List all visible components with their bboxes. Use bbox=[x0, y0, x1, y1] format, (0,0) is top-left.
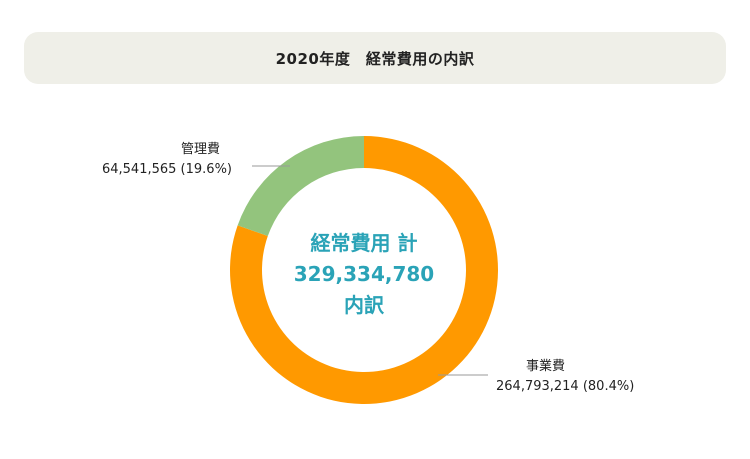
title-bar: 2020年度 経常費用の内訳 bbox=[24, 32, 726, 84]
label-business-value: 264,793,214 (80.4%) bbox=[496, 379, 635, 394]
label-admin-value: 64,541,565 (19.6%) bbox=[101, 162, 232, 177]
label-admin-expense: 管理費 64,541,565 (19.6%) bbox=[102, 140, 232, 180]
label-business-expense: 事業費 264,793,214 (80.4%) bbox=[496, 357, 634, 397]
donut-slice-admin bbox=[237, 136, 364, 237]
center-breakdown-label: 内訳 bbox=[344, 293, 384, 317]
center-total: 329,334,780 bbox=[293, 262, 435, 286]
center-label: 経常費用 計 bbox=[310, 231, 418, 255]
label-business-name: 事業費 bbox=[526, 359, 566, 374]
center-summary: 経常費用 計 329,334,780 内訳 bbox=[264, 228, 464, 321]
label-admin-name: 管理費 bbox=[180, 142, 220, 157]
chart-title: 2020年度 経常費用の内訳 bbox=[275, 49, 475, 68]
